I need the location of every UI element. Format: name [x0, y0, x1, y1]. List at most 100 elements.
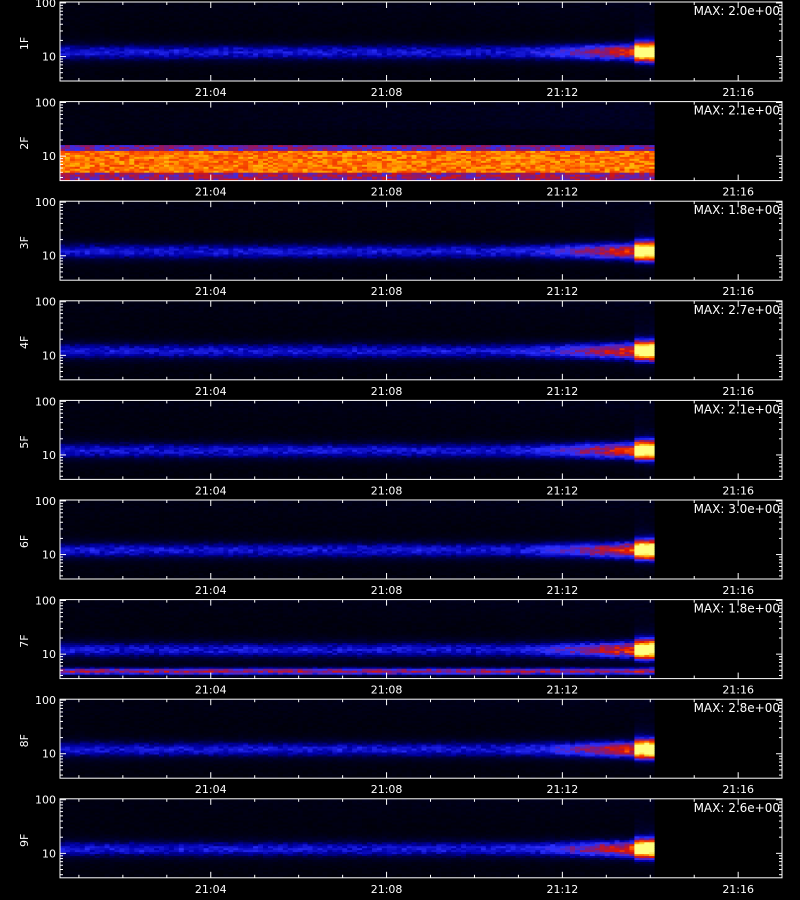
- heatmap-cell: [139, 49, 145, 52]
- heatmap-cell: [134, 65, 140, 68]
- heatmap-cell: [238, 55, 244, 58]
- heatmap-cell: [218, 73, 224, 76]
- heatmap-cell: [99, 17, 105, 21]
- heatmap-cell: [104, 55, 110, 58]
- heatmap-cell: [272, 77, 279, 80]
- heatmap-cell: [144, 41, 150, 44]
- heatmap-cell: [64, 37, 71, 40]
- heatmap-cell: [282, 9, 289, 13]
- heatmap-cell: [79, 65, 86, 68]
- heatmap-cell: [168, 15, 175, 19]
- heatmap-cell: [89, 3, 96, 7]
- heatmap-cell: [129, 55, 135, 58]
- heatmap-cell: [64, 51, 71, 54]
- heatmap-cell: [163, 7, 170, 11]
- heatmap-cell: [198, 2, 204, 5]
- heatmap-cell: [89, 45, 96, 48]
- heatmap-cell: [64, 7, 71, 11]
- heatmap-cell: [208, 31, 214, 35]
- heatmap-cell: [79, 35, 86, 38]
- heatmap-cell: [124, 47, 130, 50]
- heatmap-cell: [233, 29, 239, 33]
- heatmap-cell: [188, 55, 195, 58]
- heatmap-cell: [69, 33, 76, 36]
- heatmap-cell: [173, 49, 180, 52]
- heatmap-cell: [154, 75, 160, 78]
- heatmap-cell: [159, 13, 165, 17]
- heatmap-cell: [253, 71, 259, 74]
- heatmap-cell: [139, 41, 145, 44]
- heatmap-cell: [163, 25, 170, 29]
- heatmap-cell: [272, 63, 279, 66]
- heatmap-cell: [149, 79, 155, 82]
- heatmap-cell: [144, 43, 150, 46]
- heatmap-cell: [109, 53, 115, 56]
- heatmap-cell: [139, 7, 145, 11]
- heatmap-cell: [84, 65, 91, 68]
- heatmap-cell: [248, 13, 254, 17]
- heatmap-cell: [60, 31, 66, 35]
- heatmap-cell: [183, 23, 190, 27]
- heatmap-cell: [213, 2, 219, 5]
- heatmap-cell: [198, 7, 204, 11]
- heatmap-cell: [163, 9, 170, 13]
- heatmap-cell: [124, 55, 130, 58]
- heatmap-cell: [119, 25, 125, 29]
- heatmap-cell: [198, 17, 204, 21]
- heatmap-cell: [248, 75, 254, 78]
- heatmap-cell: [198, 21, 204, 25]
- heatmap-cell: [267, 33, 274, 36]
- heatmap-cell: [203, 79, 209, 82]
- heatmap-cell: [134, 73, 140, 76]
- heatmap-cell: [69, 7, 76, 11]
- heatmap-cell: [267, 43, 274, 46]
- heatmap-cell: [198, 51, 204, 54]
- heatmap-cell: [163, 71, 170, 74]
- heatmap-cell: [60, 19, 66, 23]
- heatmap-cell: [94, 27, 101, 31]
- heatmap-cell: [119, 3, 125, 7]
- heatmap-cell: [144, 35, 150, 38]
- heatmap-cell: [267, 35, 274, 38]
- heatmap-cell: [243, 7, 249, 11]
- heatmap-cell: [119, 75, 125, 78]
- heatmap-cell: [173, 55, 180, 58]
- heatmap-cell: [109, 13, 115, 17]
- heatmap-cell: [263, 67, 269, 70]
- heatmap-cell: [277, 31, 284, 35]
- heatmap-cell: [139, 63, 145, 66]
- heatmap-cell: [188, 3, 195, 7]
- heatmap-cell: [84, 39, 91, 42]
- heatmap-cell: [178, 37, 185, 40]
- heatmap-cell: [119, 21, 125, 25]
- heatmap-cell: [178, 39, 185, 42]
- heatmap-cell: [129, 29, 135, 33]
- heatmap-cell: [203, 2, 209, 5]
- heatmap-cell: [149, 27, 155, 31]
- heatmap-cell: [178, 27, 185, 31]
- heatmap-cell: [109, 41, 115, 44]
- heatmap-cell: [129, 39, 135, 42]
- heatmap-cell: [267, 71, 274, 74]
- heatmap-cell: [74, 9, 81, 13]
- heatmap-cell: [134, 53, 140, 56]
- heatmap-cell: [109, 39, 115, 42]
- heatmap-cell: [203, 73, 209, 76]
- heatmap-cell: [60, 41, 66, 44]
- heatmap-cell: [258, 2, 264, 5]
- heatmap-cell: [84, 19, 91, 23]
- heatmap-cell: [188, 23, 195, 27]
- heatmap-cell: [208, 7, 214, 11]
- heatmap-cell: [248, 55, 254, 58]
- heatmap-cell: [139, 69, 145, 72]
- heatmap-cell: [243, 9, 249, 13]
- heatmap-cell: [144, 15, 150, 19]
- heatmap-cell: [267, 23, 274, 27]
- heatmap-cell: [159, 33, 165, 36]
- heatmap-cell: [238, 9, 244, 13]
- heatmap-cell: [253, 67, 259, 70]
- heatmap-cell: [94, 45, 101, 48]
- heatmap-cell: [99, 43, 105, 46]
- heatmap-cell: [193, 21, 200, 25]
